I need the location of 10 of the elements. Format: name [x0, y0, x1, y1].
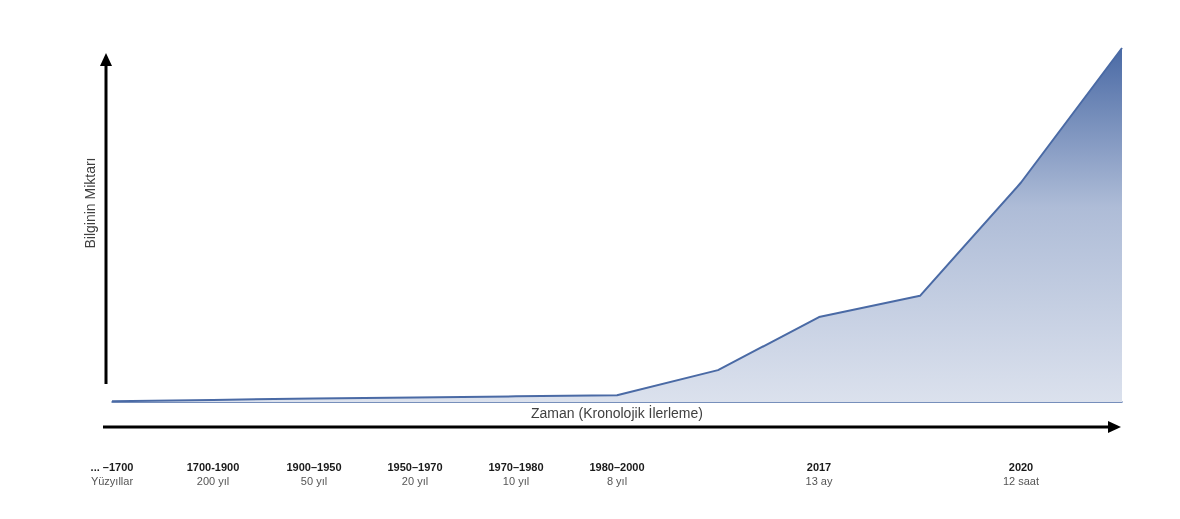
x-tick-label: 1980–2000 8 yıl — [589, 461, 645, 487]
x-axis-title: Zaman (Kronolojik İlerleme) — [531, 404, 703, 421]
y-axis-title: Bilginin Miktarı — [82, 157, 98, 249]
x-tick-label: 2020 12 saat — [1002, 461, 1040, 487]
x-tick-label: 2017 13 ay — [805, 461, 833, 487]
x-tick-label: 1700-1900 200 yıl — [186, 461, 240, 487]
x-tick-label: 1900–1950 50 yıl — [286, 461, 342, 487]
x-tick-label: ... –1700 Yüzyıllar — [90, 461, 134, 487]
x-tick-label: 1950–1970 20 yıl — [387, 461, 443, 487]
x-tick-label: 1970–1980 10 yıl — [488, 461, 544, 487]
